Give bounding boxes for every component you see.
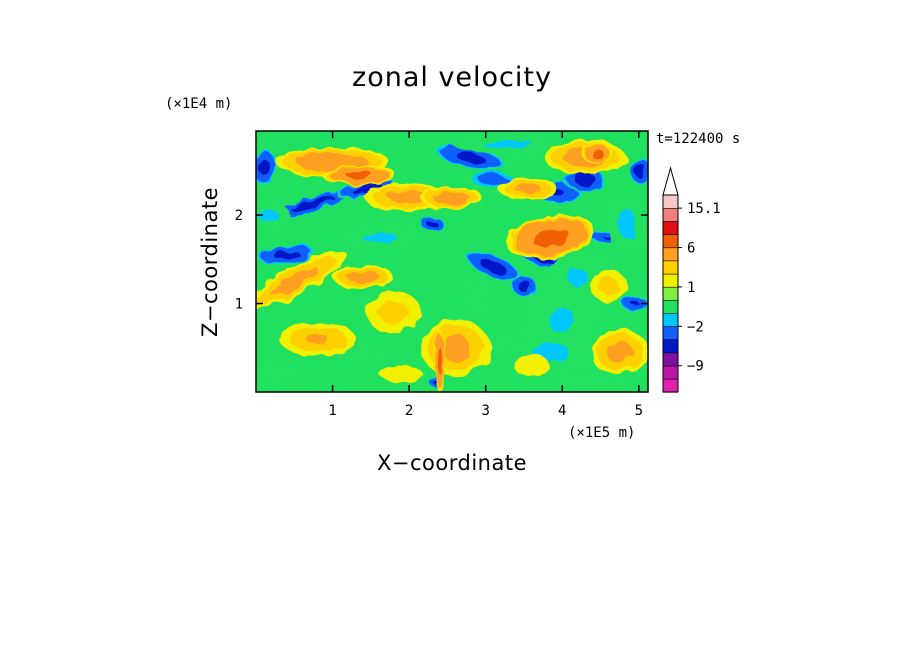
contour-band-20-1 xyxy=(362,232,395,243)
contour-band-1-3 xyxy=(292,196,335,213)
contour-band-38-3 xyxy=(437,348,442,374)
y-axis-unit: (×1E4 m) xyxy=(165,96,232,112)
colorbar-swatch-6 xyxy=(662,299,679,314)
colorbar-label-3: −2 xyxy=(687,319,704,335)
contour-band-26-0 xyxy=(467,285,489,305)
colorbar-label-0: 15.1 xyxy=(687,201,721,217)
contour-band-39-2 xyxy=(606,341,634,363)
contour-band-40-2 xyxy=(306,334,329,344)
contour-band-36-2 xyxy=(346,270,380,284)
contour-band-4-3 xyxy=(455,151,486,164)
contour-band-2-3 xyxy=(351,183,383,194)
colorbar-swatch-4 xyxy=(662,325,679,340)
contour-band-44-0 xyxy=(380,365,423,383)
contour-band-29-3 xyxy=(346,171,373,179)
colorbar-label-4: −9 xyxy=(687,359,704,375)
chart-title: zonal velocity xyxy=(352,62,552,93)
x-axis-unit: (×1E5 m) xyxy=(568,425,635,441)
colorbar: 15.1 6 1 −2 −9 xyxy=(662,166,721,393)
y-axis-ticks: 12 xyxy=(235,208,648,313)
colorbar-swatch-9 xyxy=(662,260,679,275)
plot-area xyxy=(256,131,648,392)
x-axis-ticks: 1 2 3 4 5 xyxy=(328,131,643,419)
contour-band-35-2 xyxy=(270,267,319,296)
contour-band-34-3 xyxy=(590,149,604,157)
contour-band-3-3 xyxy=(426,221,438,227)
contour-band-23-0 xyxy=(267,362,306,378)
colorbar-swatch-0 xyxy=(662,378,679,393)
colorbar-swatch-7 xyxy=(662,286,679,301)
colorbar-swatch-14 xyxy=(662,194,679,209)
contour-band-31-2 xyxy=(433,190,470,205)
contour-band-43-1 xyxy=(378,300,409,324)
x-tick-label-2: 3 xyxy=(481,403,489,419)
contour-band-15-3 xyxy=(517,280,531,292)
colorbar-swatch-12 xyxy=(662,221,679,236)
contour-band-18-1 xyxy=(256,210,279,221)
contour-band-21-1 xyxy=(618,209,637,239)
contour-band-13-3 xyxy=(631,301,639,306)
contour-band-8-3 xyxy=(634,164,647,178)
colorbar-swatch-1 xyxy=(662,365,679,380)
colorbar-label-2: 1 xyxy=(687,280,695,296)
colorbar-swatch-2 xyxy=(662,352,679,367)
colorbar-frame xyxy=(662,194,679,393)
contour-band-32-3 xyxy=(532,227,570,247)
colorbar-swatch-8 xyxy=(662,273,679,288)
colorbar-swatch-13 xyxy=(662,207,679,222)
y-tick-label-0: 1 xyxy=(235,297,243,313)
x-tick-label-3: 4 xyxy=(558,403,566,419)
y-tick-label-1: 2 xyxy=(235,208,243,224)
colorbar-swatch-11 xyxy=(662,234,679,249)
contour-band-30-2 xyxy=(388,191,430,204)
contour-field xyxy=(256,135,648,392)
contour-band-17-1 xyxy=(567,268,588,286)
contour-band-9-3 xyxy=(479,258,508,275)
contour-band-27-0 xyxy=(565,372,621,386)
contour-band-37-2 xyxy=(439,334,471,361)
colorbar-label-1: 6 xyxy=(687,241,695,257)
time-stamp: t=122400 s xyxy=(656,131,740,147)
x-tick-label-0: 1 xyxy=(328,403,336,419)
colorbar-swatch-5 xyxy=(662,312,679,327)
colorbar-extend-arrow xyxy=(662,166,679,196)
colorbar-swatch-3 xyxy=(662,339,679,354)
contour-band-16-1 xyxy=(549,306,575,336)
contour-band-42-1 xyxy=(598,277,619,295)
colorbar-swatch-10 xyxy=(662,247,679,262)
contour-band-41-2 xyxy=(514,183,542,194)
x-tick-label-1: 2 xyxy=(405,403,413,419)
plot-frame xyxy=(255,130,649,393)
y-axis-label: Z−coordinate xyxy=(198,187,222,337)
x-axis-label: X−coordinate xyxy=(377,451,527,475)
contour-band-19-1 xyxy=(483,140,534,149)
contour-band-5-2 xyxy=(478,174,508,186)
contour-band-7-3 xyxy=(574,174,596,186)
contour-band-0-3 xyxy=(258,158,270,175)
contour-band-11-3 xyxy=(273,250,300,260)
x-tick-label-4: 5 xyxy=(635,403,643,419)
contour-band-45-0 xyxy=(513,355,550,376)
